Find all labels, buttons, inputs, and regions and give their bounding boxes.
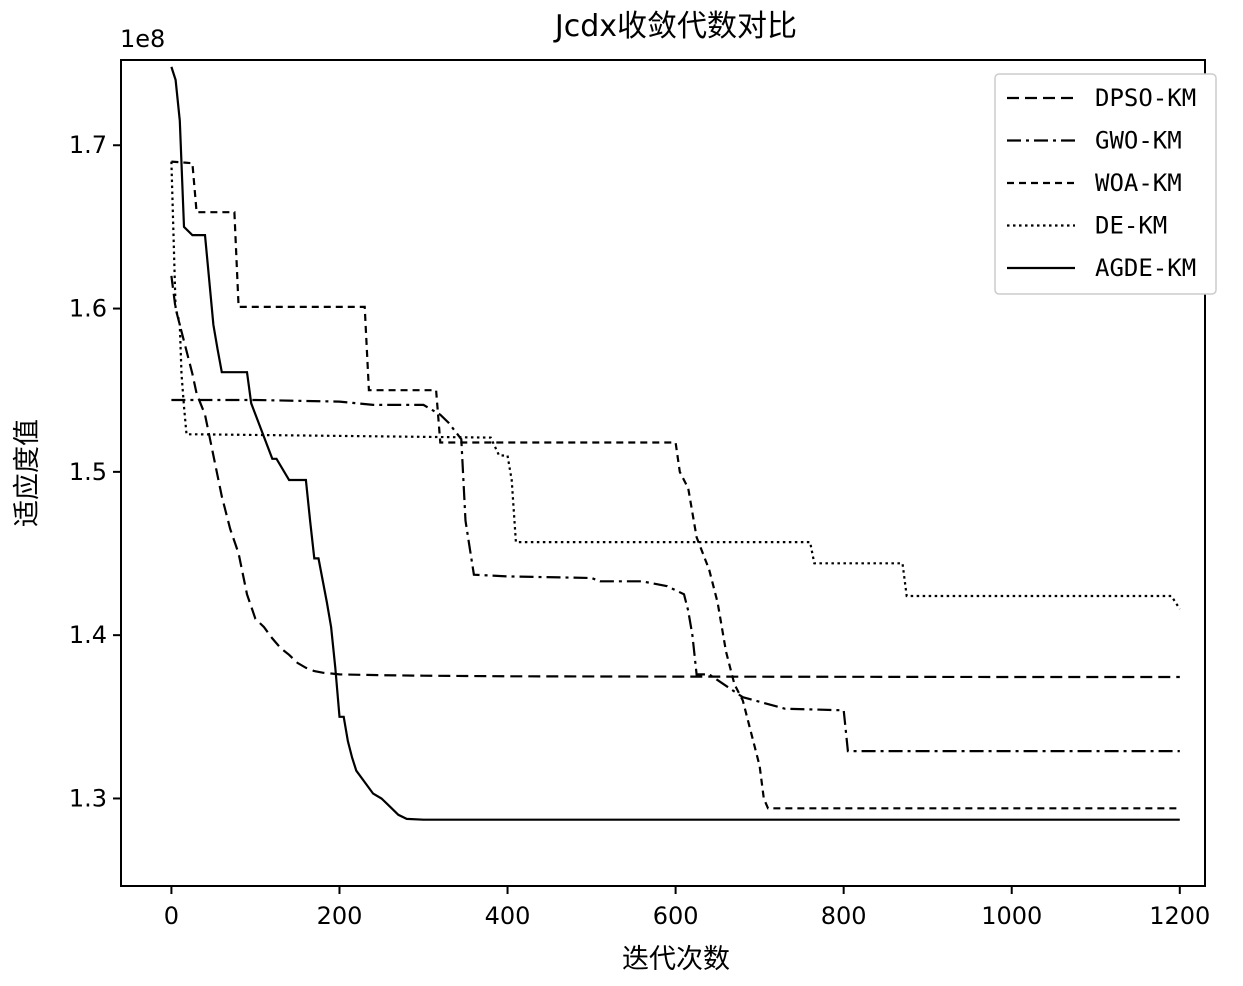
plot-frame (120, 59, 1206, 887)
x-tick-label: 400 (485, 902, 531, 930)
y-axis: 1.3 1.4 1.5 1.6 1.7 (69, 131, 121, 812)
legend-label-woa-km: WOA-KM (1095, 169, 1182, 197)
y-tick-label: 1.6 (69, 295, 107, 323)
legend-label-de-km: DE-KM (1095, 212, 1167, 240)
y-tick-label: 1.3 (69, 784, 107, 812)
series-line-dpso-km (170, 275, 1180, 679)
chart-title: Jcdx收敛代数对比 (553, 9, 797, 44)
y-tick-label: 1.5 (69, 458, 107, 486)
x-axis-label: 迭代次数 (622, 944, 730, 975)
y-axis-label: 适应度值 (12, 419, 43, 527)
legend-label-agde-km: AGDE-KM (1095, 254, 1196, 282)
series-line-woa-km (171, 160, 1180, 810)
legend-box (994, 73, 1217, 295)
x-tick-label: 1000 (981, 902, 1042, 930)
x-tick-label: 1200 (1149, 902, 1210, 930)
x-tick-label: 600 (653, 902, 699, 930)
y-tick-label: 1.4 (69, 621, 107, 649)
series-line-agde-km (170, 66, 1180, 821)
series-line-gwo-km (171, 398, 1180, 753)
y-offset-label: 1e8 (120, 25, 165, 53)
x-tick-label: 800 (821, 902, 867, 930)
series-line-de-km (170, 161, 1181, 610)
legend-label-gwo-km: GWO-KM (1095, 127, 1182, 155)
series-layer (170, 66, 1181, 821)
x-tick-label: 200 (317, 902, 363, 930)
x-axis: 0 200 400 600 800 1000 1200 (164, 886, 1210, 930)
legend-label-dpso-km: DPSO-KM (1095, 84, 1196, 112)
x-tick-label: 0 (164, 902, 179, 930)
legend: DPSO-KM GWO-KM WOA-KM DE-KM AGDE-KM (994, 73, 1217, 295)
y-tick-label: 1.7 (69, 131, 107, 159)
